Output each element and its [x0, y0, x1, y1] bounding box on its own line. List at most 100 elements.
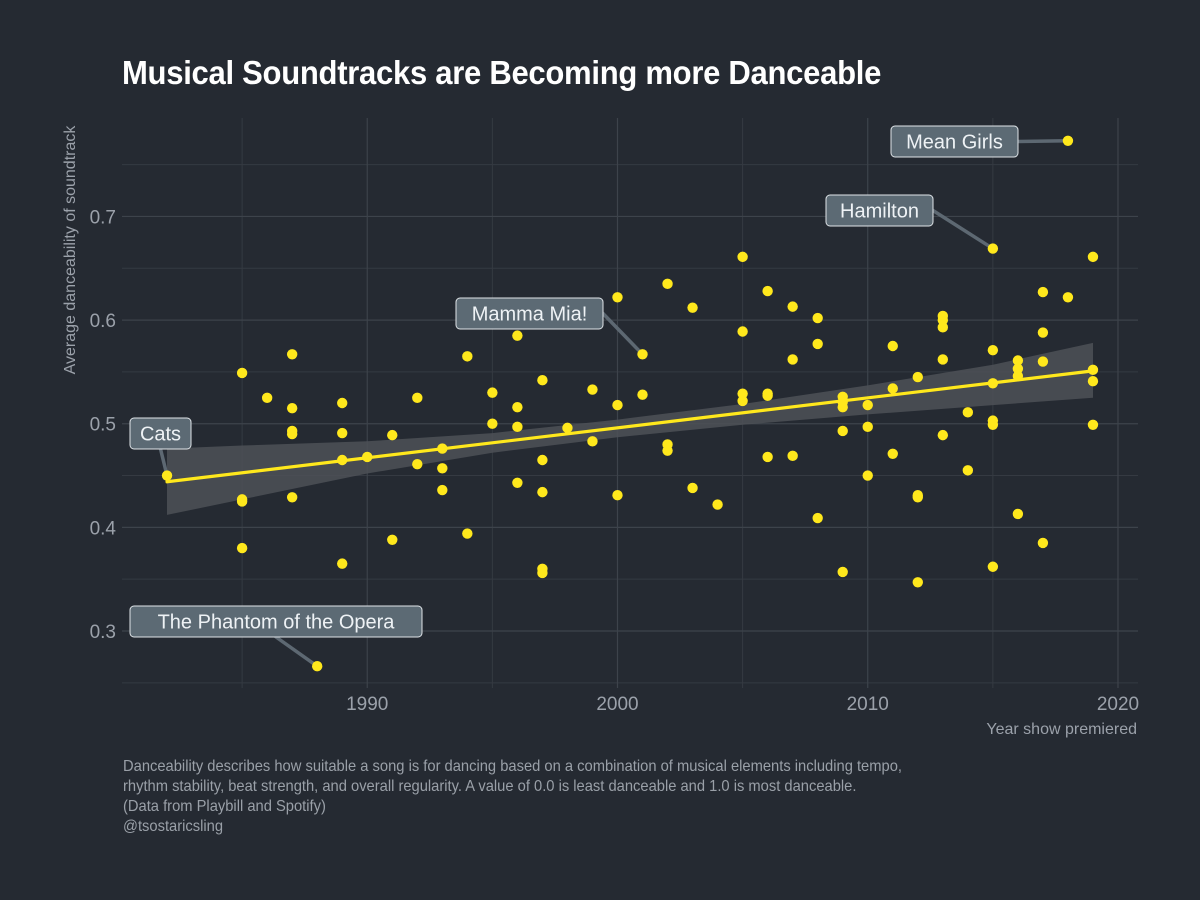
- data-point: [462, 528, 473, 539]
- data-point: [1012, 508, 1024, 520]
- data-point: [362, 451, 373, 463]
- y-axis-title: Average danceability of soundtrack: [62, 125, 79, 375]
- data-point: [887, 448, 898, 459]
- caption-line: (Data from Playbill and Spotify): [123, 798, 326, 815]
- confidence-band-layer: [167, 342, 1093, 515]
- data-point: [387, 429, 398, 441]
- data-point: [1062, 292, 1074, 303]
- annotation-leader: [274, 635, 319, 668]
- data-point: [387, 534, 398, 545]
- data-point: [687, 302, 698, 313]
- data-point: [587, 436, 598, 447]
- data-point: [762, 390, 773, 401]
- annotation-leader: [1016, 139, 1070, 144]
- annotation-label: Hamilton: [840, 201, 919, 223]
- data-point: [587, 384, 598, 395]
- axis-labels-layer: Year show premiered Average danceability…: [62, 125, 1139, 738]
- data-point: [737, 251, 748, 263]
- data-point: [537, 375, 548, 386]
- data-point: [261, 392, 273, 404]
- data-point: [812, 338, 823, 350]
- data-point: [637, 389, 648, 400]
- data-point: [1012, 363, 1024, 374]
- data-point: [637, 349, 648, 360]
- data-point: [562, 422, 573, 434]
- annotation-label-layer: Mean Girls Hamilton Mamma Mia! Cats The Phan…: [129, 125, 1019, 638]
- data-point: [737, 395, 748, 407]
- data-point: [937, 429, 949, 441]
- data-point: [987, 561, 999, 572]
- data-point: [1087, 419, 1099, 430]
- data-point: [412, 458, 423, 470]
- data-point: [837, 566, 848, 578]
- data-point: [437, 484, 448, 496]
- data-point: [236, 367, 248, 379]
- data-point: [912, 371, 923, 383]
- data-point: [687, 482, 698, 494]
- trend-line-layer: [165, 369, 1095, 484]
- data-point: [512, 477, 523, 488]
- annotation-label: Cats: [140, 424, 181, 446]
- data-point: [412, 392, 423, 404]
- data-point: [937, 354, 949, 365]
- data-point: [837, 401, 848, 413]
- data-point: [737, 388, 748, 399]
- data-point: [612, 399, 623, 411]
- data-point: [812, 312, 823, 324]
- data-point: [286, 402, 298, 414]
- data-point: [1037, 286, 1049, 298]
- x-tick-label: 2010: [847, 694, 889, 715]
- data-point: [762, 285, 773, 297]
- data-point: [612, 292, 623, 303]
- data-point: [487, 387, 498, 398]
- y-tick-label: 0.4: [90, 518, 117, 539]
- data-point: [537, 567, 548, 579]
- data-point: [612, 490, 623, 501]
- data-points-layer: [161, 135, 1099, 672]
- data-point: [837, 425, 848, 437]
- x-tick-label: 2020: [1097, 694, 1139, 715]
- confidence-band: [167, 342, 1093, 515]
- data-point: [1087, 251, 1099, 263]
- y-tick-label: 0.3: [90, 622, 116, 643]
- x-axis-title: Year show premiered: [986, 721, 1137, 738]
- chart-caption: Danceability describes how suitable a so…: [123, 757, 1083, 837]
- data-point: [962, 407, 974, 418]
- data-point: [286, 428, 298, 440]
- x-tick-label: 1990: [346, 694, 388, 715]
- data-point: [236, 496, 248, 507]
- data-point: [937, 322, 949, 333]
- data-point: [987, 243, 999, 254]
- data-point: [862, 470, 873, 481]
- y-tick-label: 0.5: [90, 415, 116, 436]
- data-point: [737, 326, 748, 337]
- data-point: [487, 418, 498, 429]
- annotation-label: Mean Girls: [906, 132, 1003, 154]
- annotation-box: [129, 605, 423, 638]
- annotation-leader: [601, 311, 645, 357]
- data-point: [512, 330, 523, 341]
- y-tick-label: 0.6: [90, 311, 116, 332]
- data-point: [787, 450, 798, 462]
- data-point: [337, 427, 348, 439]
- data-point: [286, 349, 298, 360]
- data-point: [286, 492, 298, 503]
- data-point: [937, 314, 949, 326]
- annotation-label: Mamma Mia!: [472, 304, 588, 326]
- data-point: [1012, 355, 1024, 366]
- data-point: [887, 340, 898, 352]
- data-point: [987, 419, 999, 430]
- data-point: [662, 445, 673, 456]
- caption-line: rhythm stability, beat strength, and ove…: [123, 778, 857, 795]
- data-point: [437, 463, 448, 474]
- data-point: [337, 397, 348, 409]
- data-point: [311, 661, 323, 672]
- data-point: [712, 499, 723, 510]
- data-point: [1037, 356, 1049, 367]
- data-point: [887, 383, 898, 394]
- major-gridlines: [122, 118, 1138, 688]
- data-point: [912, 577, 923, 588]
- data-point: [161, 470, 173, 481]
- data-point: [462, 351, 473, 362]
